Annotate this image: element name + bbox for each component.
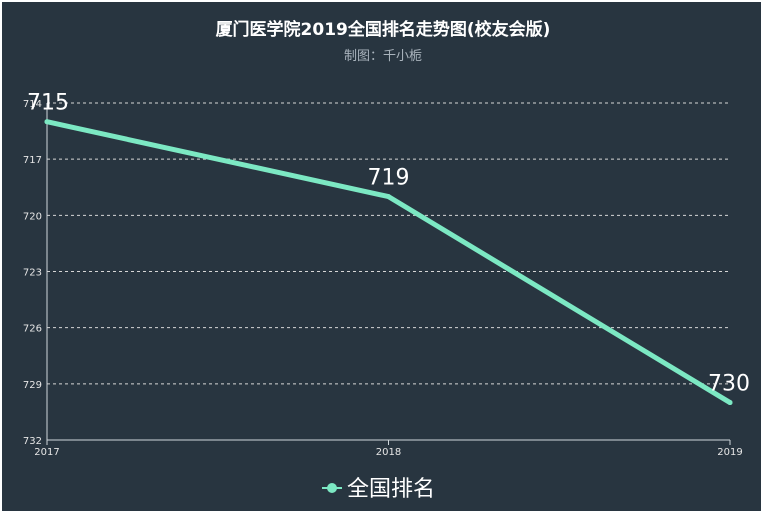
y-tick-label: 717: [23, 155, 42, 166]
y-tick-label: 726: [23, 324, 42, 335]
data-label: 730: [708, 372, 750, 397]
x-tick-label: 2019: [717, 447, 742, 458]
chart-title: 厦门医学院2019全国排名走势图(校友会版): [216, 19, 551, 40]
legend-marker: [327, 483, 337, 493]
data-point[interactable]: [44, 119, 50, 125]
data-labels: 715 719 730: [27, 91, 750, 397]
x-tick-label: 2017: [34, 447, 59, 458]
chart-subtitle: 制图：千小栀: [344, 49, 422, 64]
y-tick-label: 723: [23, 268, 42, 279]
y-tick-label: 729: [23, 380, 42, 391]
data-label: 719: [368, 166, 410, 191]
y-tick-label: 720: [23, 211, 42, 222]
series-layer: [44, 119, 733, 406]
legend-label: 全国排名: [347, 477, 435, 502]
data-point[interactable]: [727, 400, 733, 406]
legend[interactable]: 全国排名: [322, 477, 435, 502]
y-tick-label: 732: [23, 436, 42, 447]
x-tick-label: 2018: [376, 447, 401, 458]
y-tick-label: 714: [23, 99, 42, 110]
legend-item-rank[interactable]: 全国排名: [322, 477, 435, 502]
data-label: 715: [27, 91, 69, 116]
series-line-rank: [44, 119, 733, 406]
data-point[interactable]: [386, 194, 391, 200]
